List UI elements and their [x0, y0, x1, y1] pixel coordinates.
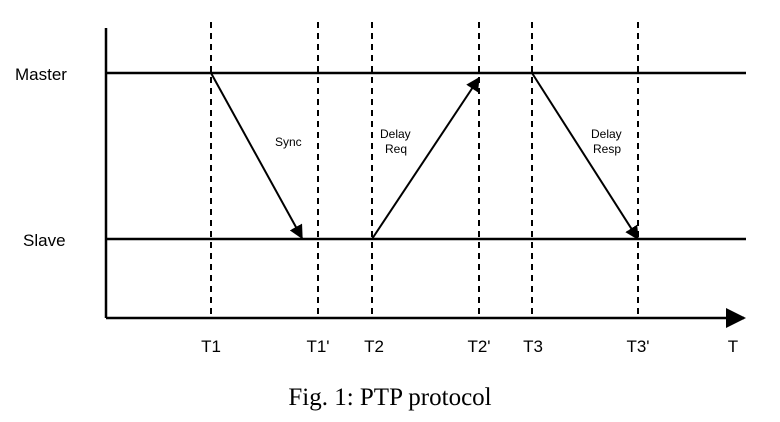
- tick-label-t2p: T2': [467, 337, 490, 356]
- figure-caption: Fig. 1: PTP protocol: [288, 384, 491, 411]
- delay-req-arrow: [371, 76, 480, 240]
- tick-label-t3: T3: [523, 337, 543, 356]
- sync-arrow: [210, 72, 303, 240]
- tick-label-t2: T2: [364, 337, 384, 356]
- tick-label-t3p: T3': [626, 337, 649, 356]
- slave-label: Slave: [23, 231, 66, 250]
- delay-resp-arrow: [531, 72, 639, 241]
- tick-label-t1: T1: [201, 337, 221, 356]
- delay-resp-label-line2: Resp: [593, 142, 621, 156]
- sync-label: Sync: [275, 135, 302, 149]
- master-label: Master: [15, 65, 67, 84]
- delay-req-label-line2: Req: [385, 142, 407, 156]
- tick-label-t1p: T1': [306, 337, 329, 356]
- delay-req-label-line1: Delay: [380, 127, 411, 141]
- axis-label-t: T: [728, 337, 738, 356]
- delay-resp-label-line1: Delay: [591, 127, 622, 141]
